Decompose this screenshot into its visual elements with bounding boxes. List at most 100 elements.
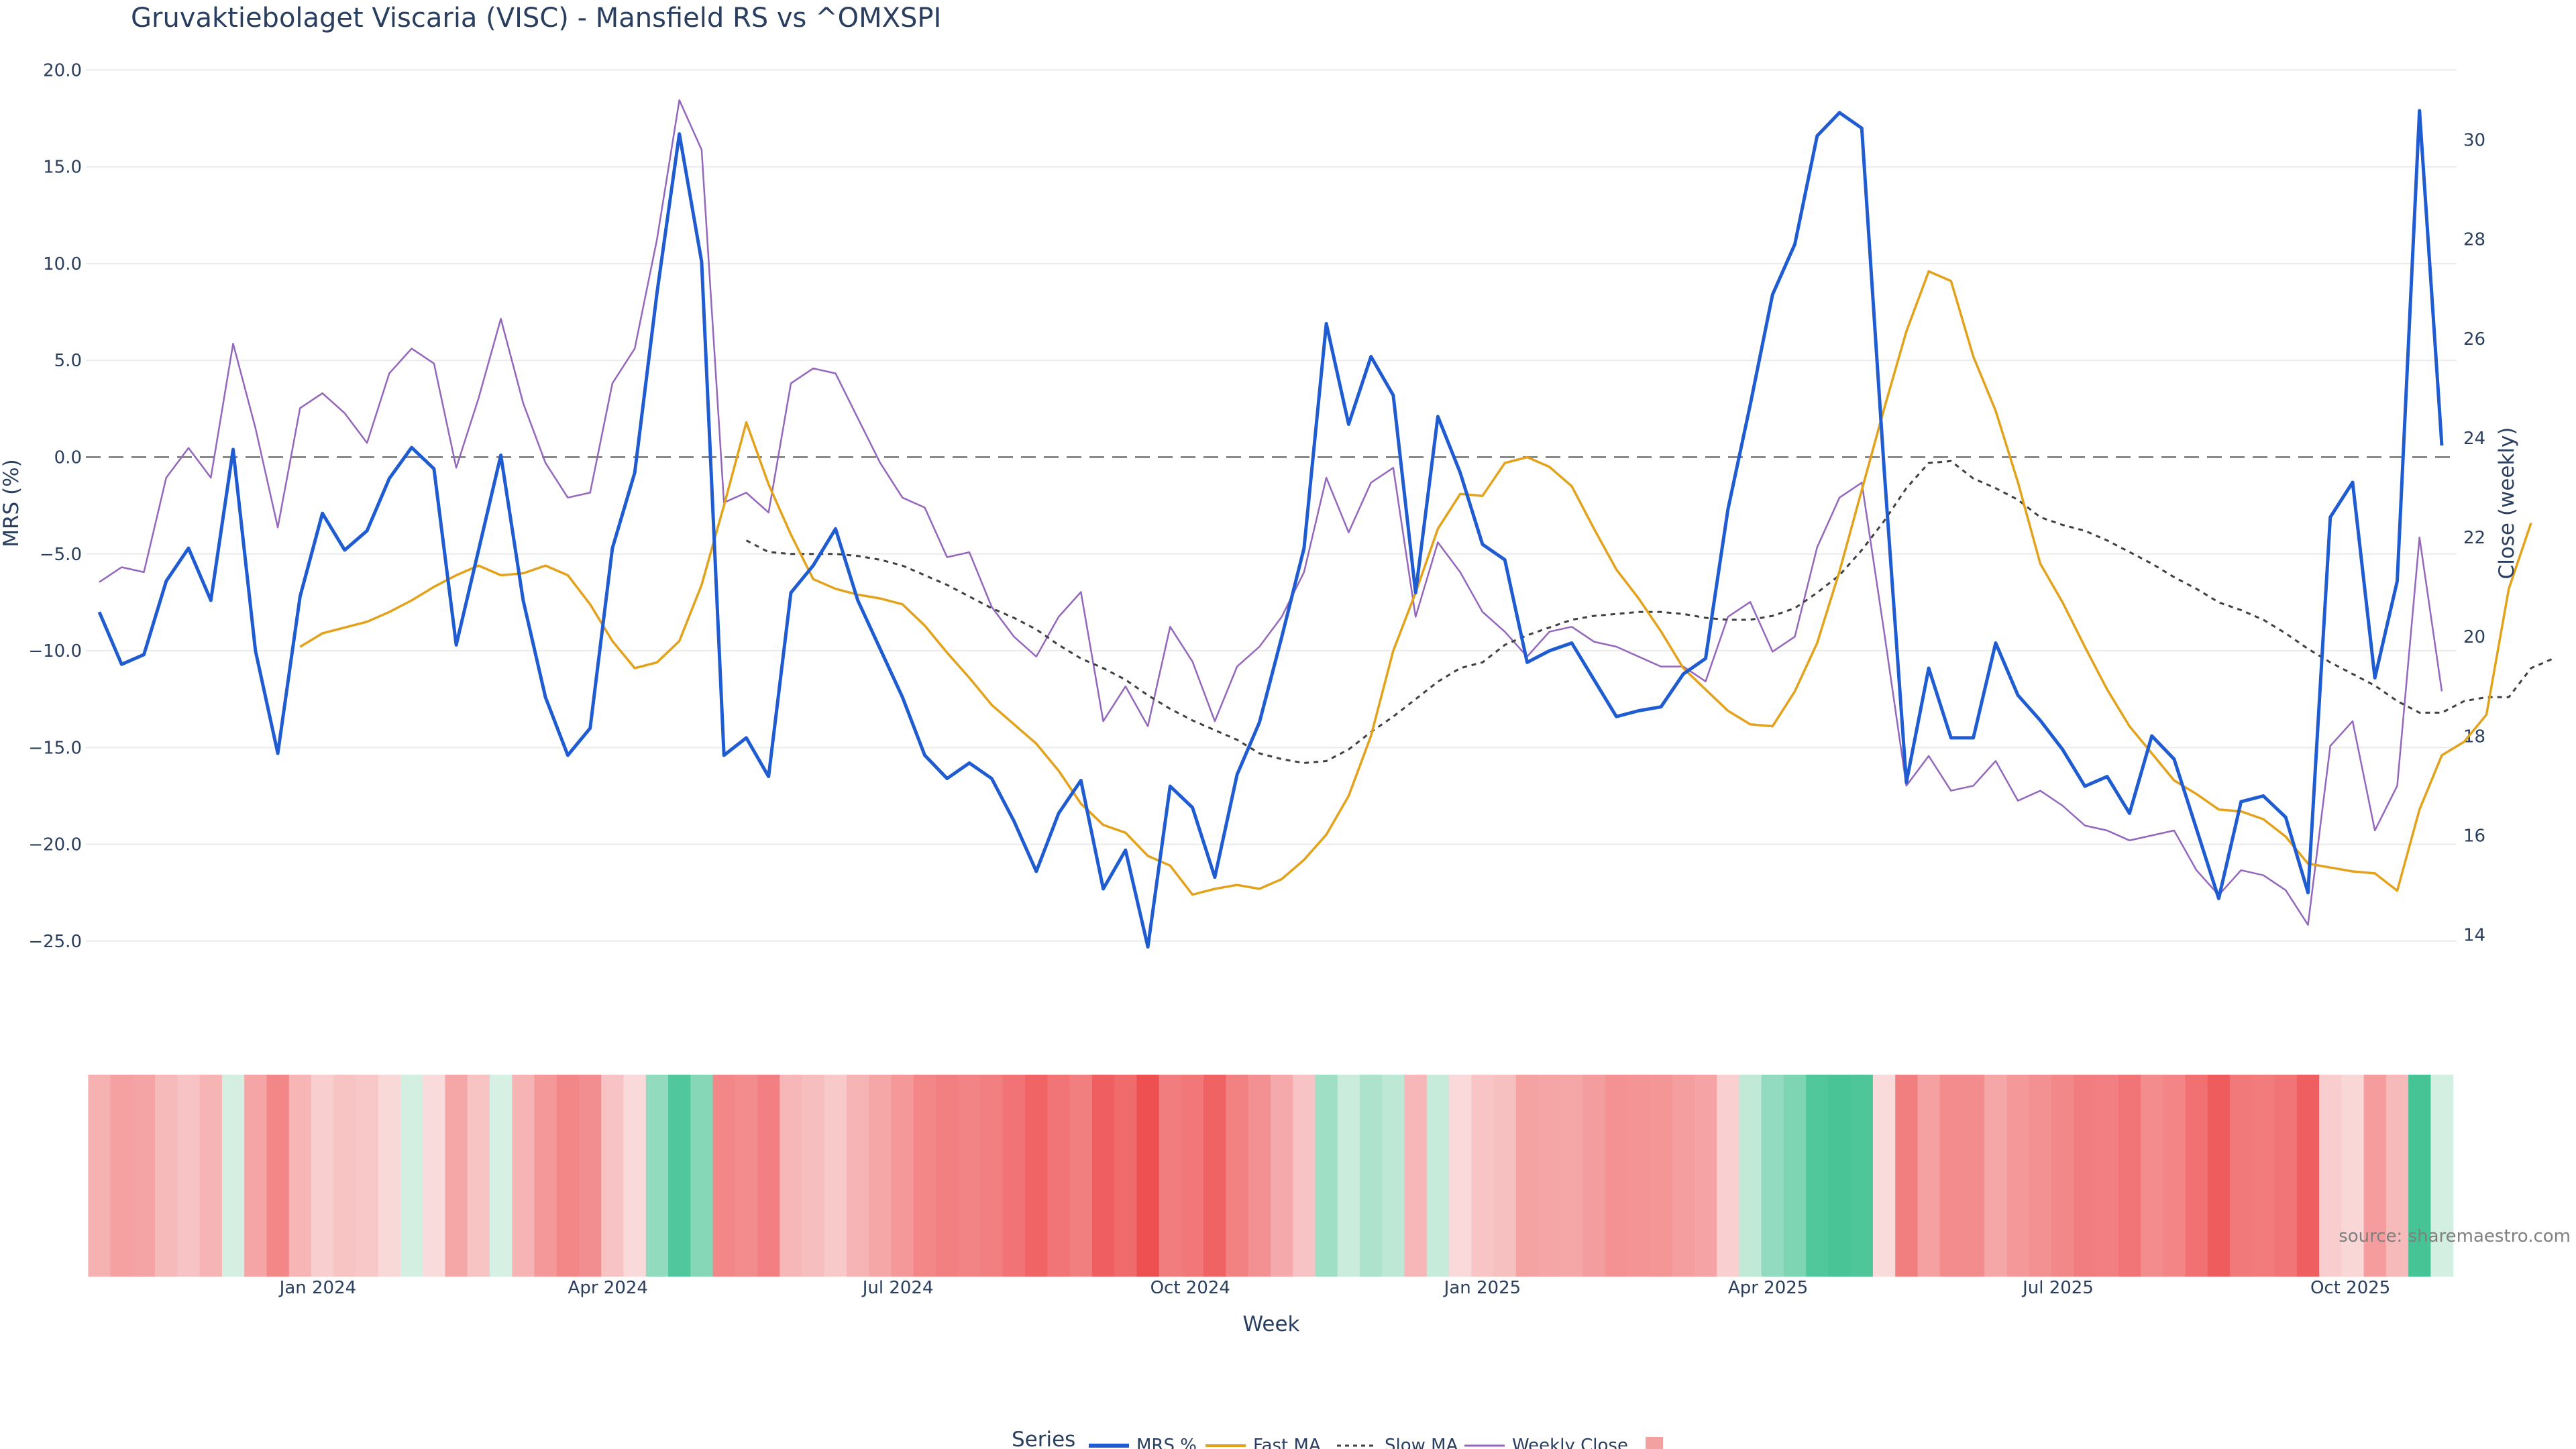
heatmap-cell [2096, 1075, 2119, 1277]
x-axis-title: Week [1243, 1312, 1300, 1336]
y-tick-label: 15.0 [43, 158, 82, 178]
legend: Series MRS % Fast MA Slow MA Weekly Clos… [1012, 1428, 1663, 1449]
y2-tick-label: 20 [2463, 627, 2485, 647]
heatmap-cell [2408, 1075, 2431, 1277]
source-note: source: sharemaestro.com [2339, 1226, 2571, 1246]
y-axis-title: MRS (%) [0, 459, 23, 547]
heatmap-cell [2141, 1075, 2163, 1277]
heatmap-cell [1471, 1075, 1495, 1277]
heatmap-cell [980, 1075, 1004, 1277]
series-line-weekly-close [99, 99, 2443, 926]
heatmap-cell [936, 1075, 959, 1277]
y2-tick-label: 14 [2463, 926, 2485, 946]
legend-label-slow-ma: Slow MA [1385, 1436, 1458, 1449]
y-tick-label: 20.0 [43, 60, 82, 80]
heatmap-cell [1605, 1075, 1628, 1277]
x-tick-label: Jan 2024 [278, 1278, 357, 1298]
series-line-mrs [97, 109, 2444, 949]
heatmap-cell [400, 1075, 423, 1277]
y-tick-label: 10.0 [43, 254, 82, 274]
heatmap-cell [1404, 1075, 1428, 1277]
heatmap-cell [645, 1075, 669, 1277]
heatmap-cell [1002, 1075, 1026, 1277]
gridlines [86, 69, 2457, 942]
legend-item-fast-ma[interactable]: Fast MA [1205, 1436, 1321, 1449]
heatmap-cell [1560, 1075, 1584, 1277]
mrs-heatmap-strip [88, 1075, 2454, 1277]
x-axis-ticks: Jan 2024 Apr 2024 Jul 2024 Oct 2024 Jan 2025… [278, 1278, 2391, 1298]
heatmap-cell [333, 1075, 357, 1277]
heatmap-cell [1315, 1075, 1338, 1277]
heatmap-cell [1627, 1075, 1650, 1277]
heatmap-cell [467, 1075, 490, 1277]
heatmap-cell [2029, 1075, 2052, 1277]
y-tick-label: −10.0 [28, 641, 82, 661]
x-tick-label: Oct 2025 [2310, 1278, 2390, 1298]
heatmap-cell [1515, 1075, 1539, 1277]
heatmap-cell [1337, 1075, 1360, 1277]
legend-item-heatmap[interactable] [1646, 1437, 1663, 1449]
y-tick-label: −15.0 [28, 738, 82, 758]
y2-tick-label: 28 [2463, 230, 2485, 250]
heatmap-cell [1449, 1075, 1472, 1277]
heatmap-cell [913, 1075, 936, 1277]
heatmap-cell [2118, 1075, 2141, 1277]
legend-item-slow-ma[interactable]: Slow MA [1337, 1436, 1458, 1449]
x-tick-label: Jul 2025 [2021, 1278, 2094, 1298]
x-tick-label: Jan 2025 [1443, 1278, 1521, 1298]
legend-item-weekly-close[interactable]: Weekly Close [1464, 1436, 1628, 1449]
heatmap-cell [735, 1075, 758, 1277]
x-tick-label: Apr 2025 [1728, 1278, 1808, 1298]
heatmap-cell [1761, 1075, 1784, 1277]
y2-tick-label: 30 [2463, 131, 2485, 151]
y2-tick-label: 26 [2463, 329, 2485, 350]
heatmap-cell [891, 1075, 914, 1277]
heatmap-cell [1271, 1075, 1293, 1277]
heatmap-cell [534, 1075, 557, 1277]
heatmap-cell [780, 1075, 803, 1277]
heatmap-cell [199, 1075, 223, 1277]
heatmap-cell [1783, 1075, 1807, 1277]
heatmap-cell [1360, 1075, 1383, 1277]
x-tick-label: Oct 2024 [1150, 1278, 1230, 1298]
heatmap-cell [1493, 1075, 1517, 1277]
y-tick-label: 0.0 [54, 448, 82, 468]
heatmap-cell [1717, 1075, 1739, 1277]
heatmap-cell [601, 1075, 625, 1277]
heatmap-cell [1426, 1075, 1450, 1277]
series-line-slow-ma [745, 460, 2554, 764]
heatmap-cell [378, 1075, 401, 1277]
heatmap-cell [445, 1075, 468, 1277]
legend-label-fast-ma: Fast MA [1253, 1436, 1321, 1449]
heatmap-cell [1984, 1075, 2008, 1277]
y2-tick-label: 22 [2463, 528, 2485, 548]
heatmap-cell [2430, 1075, 2454, 1277]
heatmap-cell [1895, 1075, 1919, 1277]
legend-item-mrs[interactable]: MRS % [1089, 1436, 1197, 1449]
heatmap-cell [2363, 1075, 2387, 1277]
x-tick-label: Apr 2024 [568, 1278, 648, 1298]
y-tick-label: 5.0 [54, 351, 82, 371]
heatmap-cell [1293, 1075, 1316, 1277]
heatmap-cell [2185, 1075, 2208, 1277]
heatmap-cell [2207, 1075, 2231, 1277]
heatmap-cell [1114, 1075, 1138, 1277]
chart-title: Gruvaktiebolaget Viscaria (VISC) - Mansf… [131, 3, 941, 34]
y2-axis-title: Close (weekly) [2495, 427, 2519, 580]
y2-tick-label: 24 [2463, 429, 2485, 449]
heatmap-cell [1939, 1075, 1963, 1277]
heatmap-cell [2274, 1075, 2298, 1277]
heatmap-cell [1091, 1075, 1115, 1277]
heatmap-cell [1047, 1075, 1071, 1277]
heatmap-cell [1582, 1075, 1606, 1277]
heatmap-cell [2230, 1075, 2253, 1277]
heatmap-cell [2296, 1075, 2320, 1277]
heatmap-cell [88, 1075, 111, 1277]
heatmap-cell [2074, 1075, 2097, 1277]
heatmap-cell [132, 1075, 156, 1277]
heatmap-cell [155, 1075, 178, 1277]
y-tick-label: −25.0 [28, 932, 82, 952]
heatmap-cell [668, 1075, 691, 1277]
heatmap-cell [1025, 1075, 1049, 1277]
legend-swatch-heatmap [1646, 1437, 1663, 1449]
